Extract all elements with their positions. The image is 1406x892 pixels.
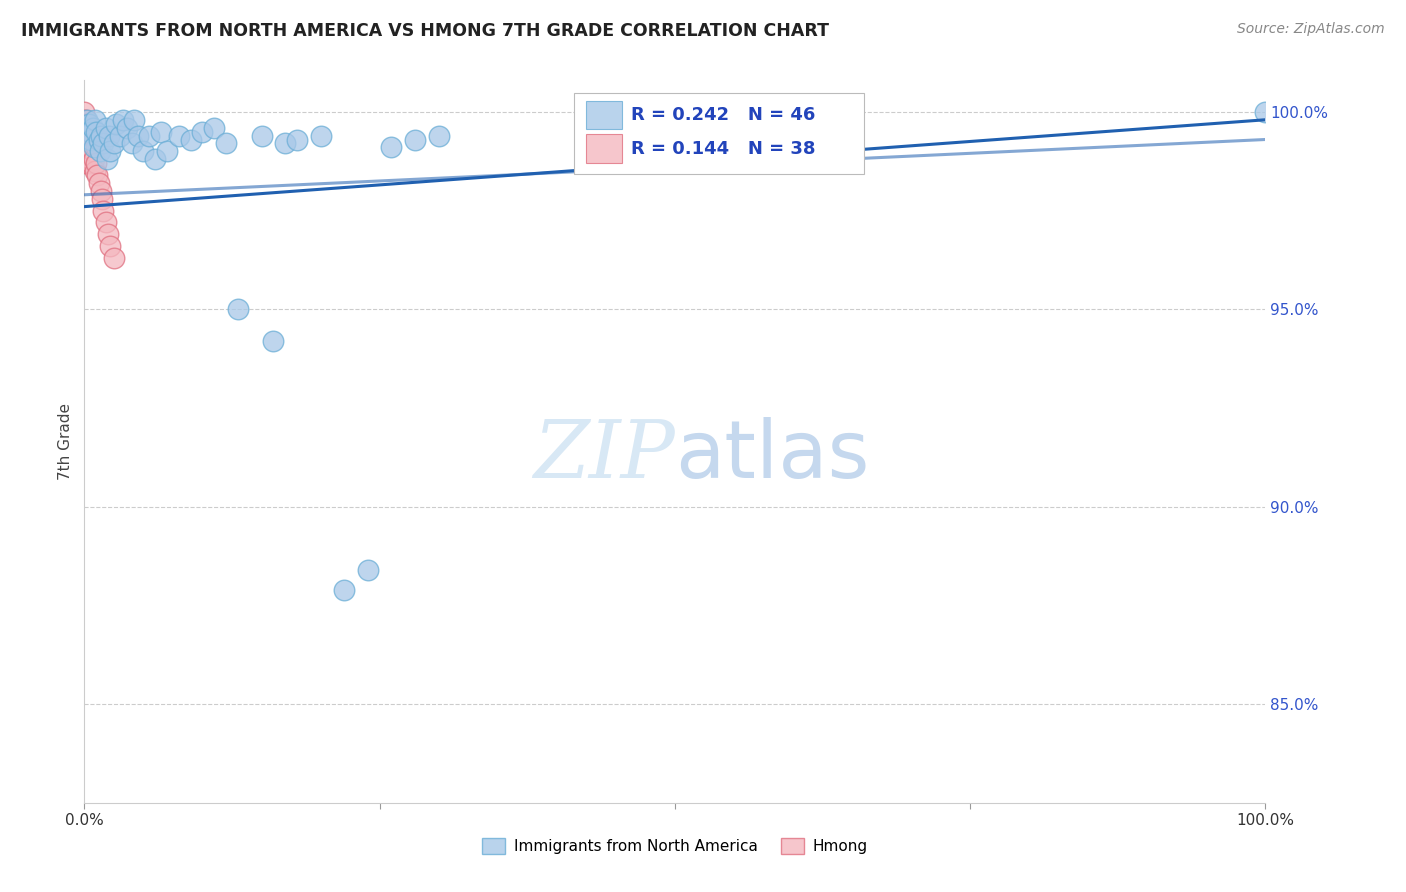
Point [75,112,97,127]
Text: atlas: atlas [675,417,869,495]
Point [84,125,107,139]
Point [77,120,100,135]
Point [76,117,98,131]
Point [75,153,97,167]
Point [80,136,103,151]
FancyBboxPatch shape [575,94,863,174]
Point [79,125,101,139]
Point [90,128,112,143]
Point [91,192,114,206]
Point [84,164,107,178]
Point [380,140,402,154]
Point [150,125,173,139]
Point [77,128,100,143]
Point [98,145,121,159]
Point [76,112,98,127]
Point [127,128,149,143]
Point [80,156,103,170]
Point [76,132,98,146]
Point [250,128,273,143]
Point [112,112,135,127]
Point [167,128,190,143]
Point [180,132,202,146]
Point [103,136,125,151]
Point [79,132,101,146]
Text: Source: ZipAtlas.com: Source: ZipAtlas.com [1237,22,1385,37]
Point [73,104,96,119]
Point [202,120,225,135]
Point [83,140,105,154]
Text: ZIP: ZIP [533,417,675,495]
Point [73,125,96,139]
Point [122,112,145,127]
Point [73,156,96,170]
Point [86,168,108,182]
Point [73,148,96,162]
Point [75,125,97,139]
Point [87,176,110,190]
Point [80,132,103,146]
Point [427,128,450,143]
Point [121,136,143,151]
Point [75,140,97,154]
Point [84,156,107,170]
Point [73,140,96,154]
Point [91,136,114,151]
Point [156,145,179,159]
Point [79,153,101,167]
Point [105,117,128,131]
Point [77,136,100,151]
Point [89,145,111,159]
Point [97,227,120,242]
FancyBboxPatch shape [586,135,621,163]
Text: R = 0.242   N = 46: R = 0.242 N = 46 [631,106,815,124]
Point [191,125,214,139]
Point [309,128,332,143]
Point [357,563,380,577]
Point [98,128,121,143]
Text: R = 0.144   N = 38: R = 0.144 N = 38 [631,140,815,158]
Point [82,145,104,159]
Point [91,203,114,218]
Point [285,132,308,146]
Point [84,112,107,127]
Point [226,302,249,317]
Point [274,136,297,151]
Point [94,120,117,135]
Text: IMMIGRANTS FROM NORTH AMERICA VS HMONG 7TH GRADE CORRELATION CHART: IMMIGRANTS FROM NORTH AMERICA VS HMONG 7… [21,22,830,40]
Point [94,215,117,229]
Point [83,153,105,167]
Point [262,334,284,348]
Point [73,117,96,131]
Point [138,128,160,143]
Point [103,251,125,265]
Point [84,140,107,154]
FancyBboxPatch shape [586,101,621,129]
Point [77,156,100,170]
Point [215,136,238,151]
Point [76,148,98,162]
Point [73,112,96,127]
Point [115,120,138,135]
Point [90,184,112,198]
Point [333,582,356,597]
Y-axis label: 7th Grade: 7th Grade [58,403,73,480]
Point [77,117,100,131]
Point [108,128,131,143]
Point [132,145,155,159]
Point [1254,104,1277,119]
Point [87,132,110,146]
Point [77,145,100,159]
Legend: Immigrants from North America, Hmong: Immigrants from North America, Hmong [475,832,875,860]
Point [96,153,118,167]
Point [143,153,166,167]
Point [98,239,121,253]
Point [82,120,104,135]
Point [404,132,426,146]
Point [73,132,96,146]
